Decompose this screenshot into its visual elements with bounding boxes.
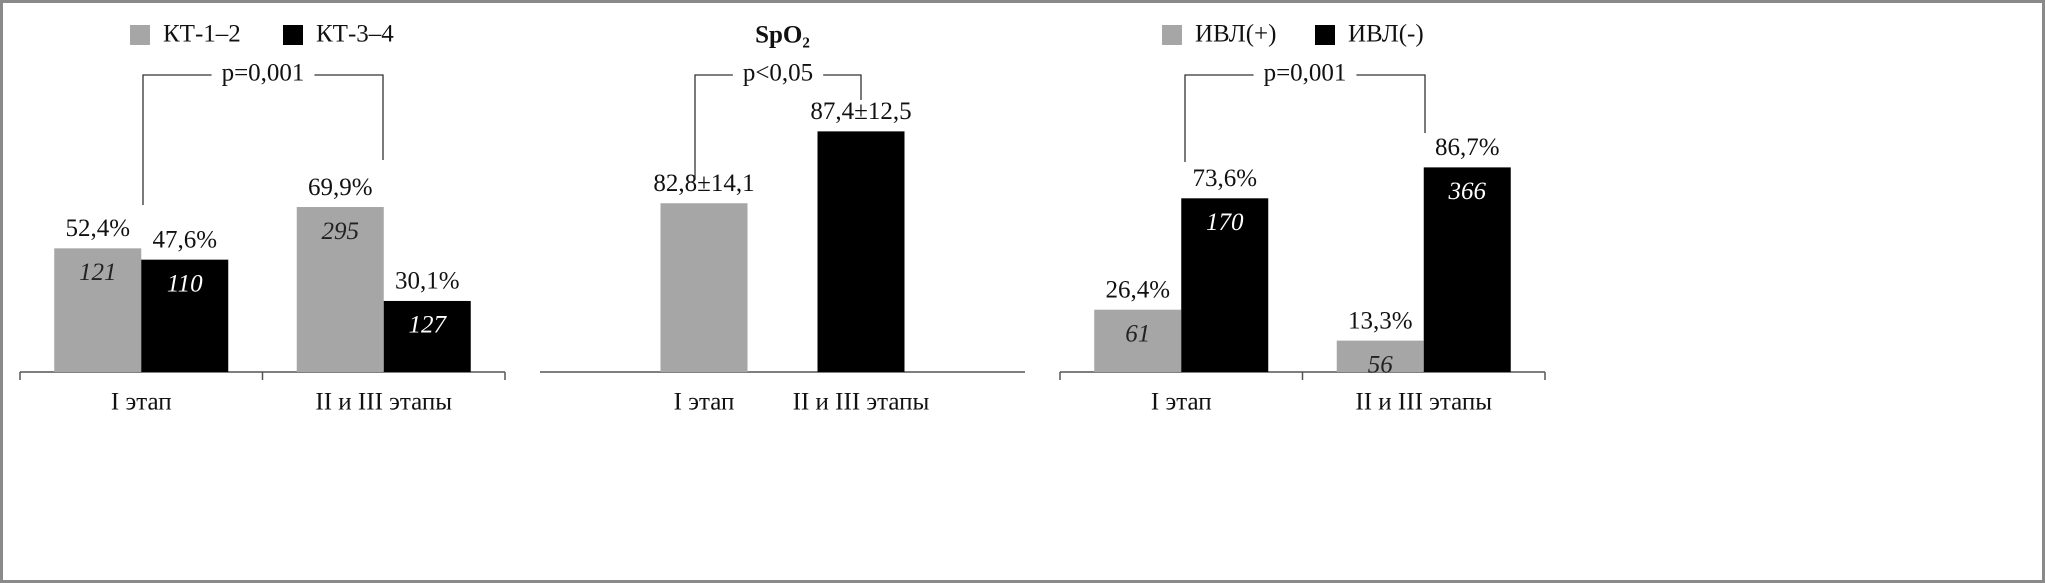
bar xyxy=(1094,309,1182,372)
count-label: 127 xyxy=(409,312,448,339)
annotation: p=0,001 xyxy=(1264,60,1347,87)
x-tick-label: II и III этапы xyxy=(793,389,930,416)
significance-bracket xyxy=(142,74,384,205)
x-tick-label: II и III этапы xyxy=(315,389,452,416)
x-tick-label: I этап xyxy=(1151,389,1212,416)
x-tick-label: I этап xyxy=(674,389,735,416)
value-label: 13,3% xyxy=(1348,307,1413,334)
bar xyxy=(1181,198,1269,372)
legend-swatch xyxy=(283,25,303,45)
legend-swatch xyxy=(1162,25,1182,45)
value-label: 47,6% xyxy=(152,226,217,253)
bar xyxy=(817,131,905,372)
legend-swatch xyxy=(1315,25,1335,45)
legend-label: КТ-1–2 xyxy=(163,21,241,48)
bar xyxy=(1423,167,1511,372)
value-label: 26,4% xyxy=(1105,276,1170,303)
bar xyxy=(54,248,142,372)
x-tick-label: I этап xyxy=(111,389,172,416)
value-label: 69,9% xyxy=(308,174,373,201)
significance-bracket xyxy=(1184,74,1426,162)
count-label: 56 xyxy=(1368,351,1394,378)
value-label: 73,6% xyxy=(1192,165,1257,192)
count-label: 61 xyxy=(1125,320,1150,347)
bar xyxy=(141,259,229,372)
annotation: p<0,05 xyxy=(743,60,813,87)
legend-label: КТ-3–4 xyxy=(316,21,394,48)
bar xyxy=(660,203,748,372)
count-label: 110 xyxy=(167,270,203,297)
significance-bracket xyxy=(694,74,862,178)
bar xyxy=(296,207,384,372)
bar xyxy=(383,300,471,372)
annotation: p=0,001 xyxy=(222,60,305,87)
value-label: 82,8±14,1 xyxy=(653,170,754,197)
bar xyxy=(1336,340,1424,372)
count-label: 121 xyxy=(79,259,117,286)
count-label: 366 xyxy=(1448,178,1487,205)
value-label: 86,7% xyxy=(1435,134,1500,161)
x-tick-label: II и III этапы xyxy=(1355,389,1492,416)
value-label: 52,4% xyxy=(65,215,130,242)
count-label: 170 xyxy=(1206,209,1244,236)
legend-label: ИВЛ(+) xyxy=(1195,21,1276,48)
count-label: 295 xyxy=(322,218,360,245)
value-label: 30,1% xyxy=(395,268,460,295)
chart-title: SpO₂ xyxy=(755,22,810,49)
value-label: 87,4±12,5 xyxy=(810,98,911,125)
legend-swatch xyxy=(130,25,150,45)
legend-label: ИВЛ(-) xyxy=(1348,21,1424,48)
